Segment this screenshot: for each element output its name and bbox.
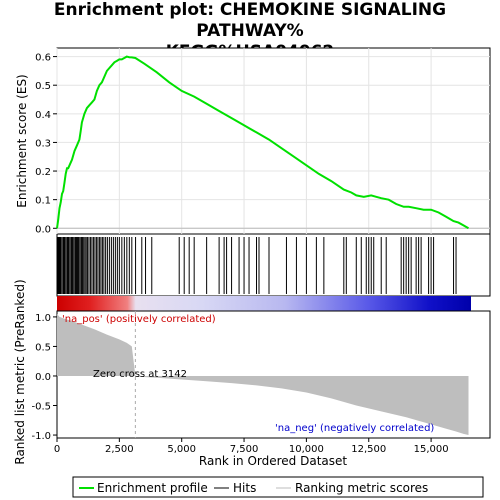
x-axis-tick-label: 12,500: [351, 444, 386, 455]
metric-y-tick-label: 1.0: [35, 313, 51, 324]
x-axis-tick-label: 0: [54, 444, 60, 455]
es-y-tick-label: 0.5: [35, 81, 51, 92]
es-y-tick-label: 0.1: [35, 196, 51, 207]
negative-correlation-label: 'na_neg' (negatively correlated): [275, 423, 434, 434]
es-y-tick-label: 0.2: [35, 167, 51, 178]
metric-y-tick-label: 0.5: [35, 342, 51, 353]
x-axis-tick-label: 5,000: [167, 444, 196, 455]
positive-correlation-label: 'na_pos' (positively correlated): [62, 314, 216, 325]
es-y-axis-label: Enrichment score (ES): [15, 74, 29, 207]
ranking-metric-area: [57, 314, 469, 435]
legend: Enrichment profile Hits Ranking metric s…: [72, 476, 484, 498]
legend-hits-label: Hits: [233, 481, 256, 495]
legend-enrichment-label: Enrichment profile: [97, 481, 208, 495]
enrichment-profile-line: [56, 55, 470, 230]
es-y-tick-label: 0.4: [35, 110, 51, 121]
hits-marks: [56, 237, 457, 294]
zero-cross-label: Zero cross at 3142: [93, 369, 187, 380]
metric-y-axis-label: Ranked list metric (PreRanked): [13, 279, 27, 464]
es-y-tick-label: 0.3: [35, 138, 51, 149]
x-axis-label: Rank in Ordered Dataset: [199, 454, 347, 468]
legend-metric-label: Ranking metric scores: [295, 481, 428, 495]
legend-box: [72, 476, 484, 498]
metric-y-tick-label: -0.5: [31, 402, 51, 413]
rank-colorbar: [57, 296, 471, 311]
x-axis-tick-label: 2,500: [105, 444, 134, 455]
es-panel-frame: [56, 47, 491, 235]
metric-y-tick-label: 0.0: [35, 372, 51, 383]
es-y-tick-label: 0.6: [35, 53, 51, 64]
x-axis-tick-label: 7,500: [230, 444, 259, 455]
es-y-tick-label: 0.0: [35, 224, 51, 235]
chart-title-line1: Enrichment plot: CHEMOKINE SIGNALING PAT…: [53, 0, 447, 41]
x-axis-tick-label: 15,000: [414, 444, 449, 455]
metric-y-tick-label: -1.0: [31, 431, 51, 442]
x-axis-tick-label: 10,000: [289, 444, 324, 455]
